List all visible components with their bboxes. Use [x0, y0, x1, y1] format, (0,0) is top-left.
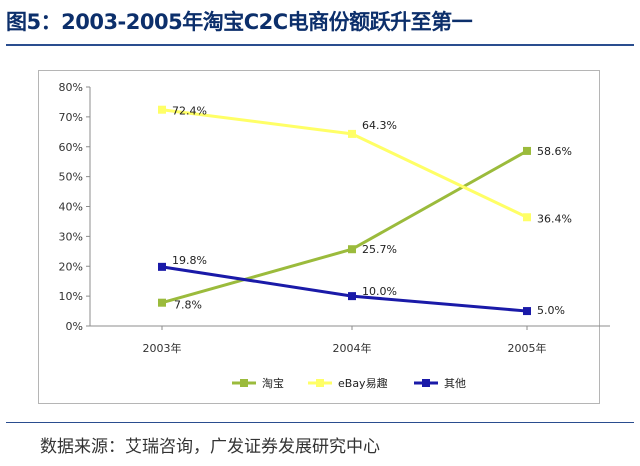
data-point-marker [348, 129, 356, 138]
y-tick-label: 80% [59, 81, 83, 94]
y-tick-label: 60% [59, 141, 83, 154]
data-label: 58.6% [537, 145, 572, 158]
y-tick-label: 10% [59, 290, 83, 303]
legend-label: 淘宝 [262, 376, 284, 390]
data-label: 7.8% [174, 299, 202, 312]
data-point-marker [348, 292, 356, 301]
source-divider [6, 422, 634, 423]
legend-label: eBay易趣 [338, 376, 388, 390]
data-point-marker [523, 146, 531, 155]
data-point-marker [158, 262, 166, 271]
legend-label: 其他 [444, 377, 466, 390]
x-tick-label: 2005年 [508, 341, 547, 355]
data-point-marker [523, 307, 531, 316]
figure-title: 图5：2003-2005年淘宝C2C电商份额跃升至第一 [6, 10, 473, 34]
y-tick-label: 0% [66, 320, 83, 333]
legend-swatch-marker [316, 379, 324, 387]
data-label: 10.0% [362, 285, 397, 298]
data-point-marker [158, 105, 166, 114]
legend-swatch-marker [240, 379, 248, 387]
chart-frame [38, 70, 600, 404]
y-tick-label: 50% [59, 171, 83, 184]
data-point-marker [348, 245, 356, 254]
title-divider [6, 44, 634, 46]
data-point-marker [523, 213, 531, 222]
data-label: 25.7% [362, 243, 397, 256]
x-tick-label: 2004年 [333, 341, 372, 355]
x-tick-label: 2003年 [143, 341, 182, 355]
series-line-1 [161, 149, 528, 305]
data-label: 72.4% [172, 105, 207, 118]
y-tick-label: 70% [59, 111, 83, 124]
data-label: 19.8% [172, 254, 207, 267]
y-tick-label: 30% [59, 230, 83, 243]
data-label: 64.3% [362, 119, 397, 132]
data-label: 36.4% [537, 212, 572, 225]
source-note: 数据来源：艾瑞咨询，广发证券发展研究中心 [40, 437, 380, 457]
legend-swatch-marker [422, 379, 430, 387]
series-line-3 [161, 265, 528, 313]
series-line-2 [161, 108, 528, 219]
y-tick-label: 40% [59, 201, 83, 214]
y-tick-label: 20% [59, 260, 83, 273]
data-label: 5.0% [537, 304, 565, 317]
data-point-marker [158, 298, 166, 307]
